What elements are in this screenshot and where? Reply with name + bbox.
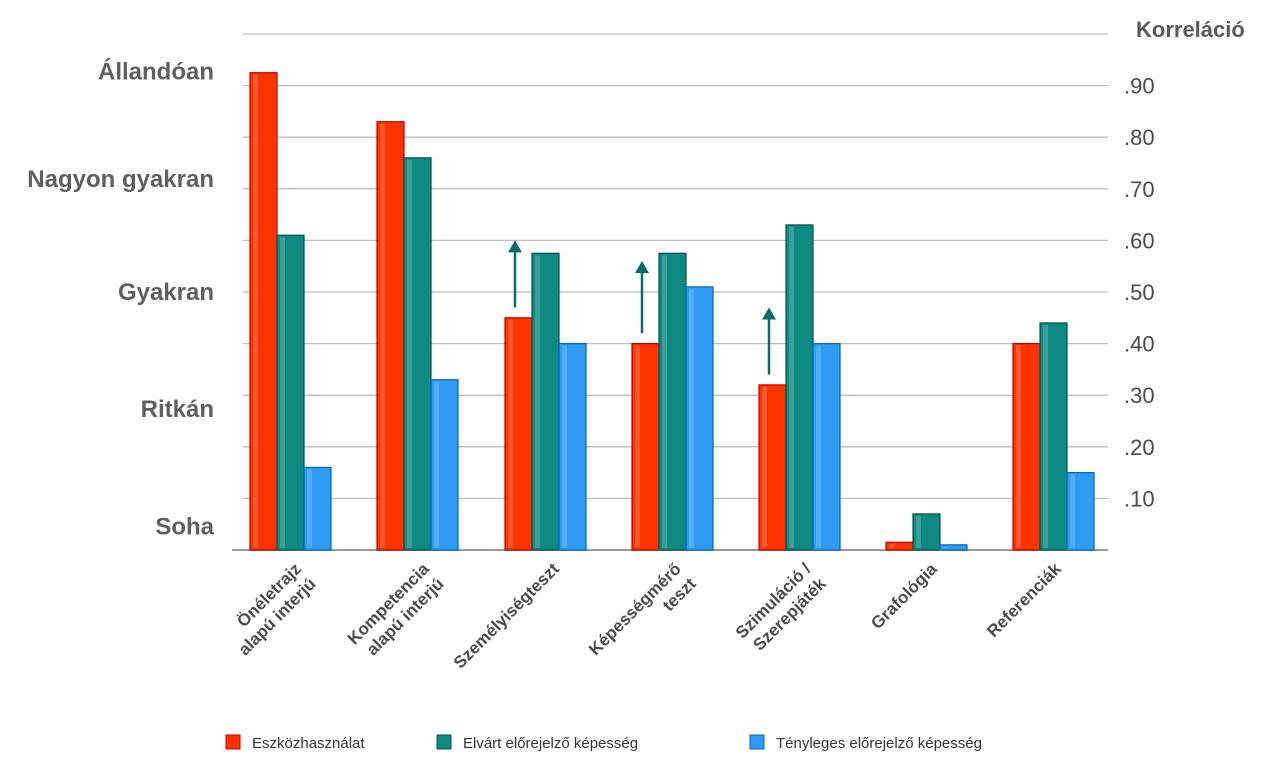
bar-highlight: [380, 123, 385, 548]
bar-highlight: [889, 544, 894, 548]
right-tick-label: .80: [1124, 125, 1155, 150]
bar: [631, 343, 660, 551]
left-axis-label: Soha: [155, 513, 214, 540]
bar: [912, 513, 941, 551]
legend-swatch: [225, 734, 241, 750]
legend-label: Tényleges előrejelző képesség: [776, 735, 982, 752]
bar-highlight: [662, 255, 667, 549]
bar: [403, 157, 432, 551]
bar: [939, 544, 968, 551]
bar: [558, 343, 587, 551]
category-label: Önéletrajzalapú interjú: [220, 559, 320, 659]
bar-highlight: [789, 226, 794, 549]
right-tick-label: .30: [1124, 383, 1155, 408]
category-label: Kompetenciaalapú interjú: [344, 559, 448, 663]
bar-highlight: [689, 288, 694, 548]
legend-label: Elvárt előrejelző képesség: [463, 735, 638, 752]
bar: [249, 72, 278, 551]
left-axis-labels: Állandóan Nagyon gyakran Gyakran Ritkán Soha: [27, 58, 214, 541]
left-axis-label: Állandóan: [98, 58, 214, 86]
category-labels: Önéletrajzalapú interjú Kompetenciaalapú …: [220, 559, 1065, 674]
bar-highlight: [1016, 345, 1021, 548]
bar: [685, 286, 714, 551]
bar: [276, 234, 305, 551]
right-tick-label: .10: [1124, 486, 1155, 511]
right-tick-label: .60: [1124, 228, 1155, 253]
category-label: Személyiségteszt: [450, 559, 563, 672]
left-axis-label: Ritkán: [141, 396, 214, 423]
right-axis-title: Korreláció: [1136, 17, 1245, 42]
bar-highlight: [253, 74, 258, 548]
bar-highlight: [562, 345, 567, 548]
legend-item: Tényleges előrejelző képesség: [749, 734, 982, 752]
bar: [658, 252, 687, 551]
increase-arrow: [508, 240, 522, 308]
legend-label: Eszközhasználat: [252, 735, 365, 752]
bar-highlight: [1043, 324, 1048, 548]
bar-highlight: [943, 546, 948, 548]
right-tick-label: .70: [1124, 177, 1155, 202]
legend-item: Eszközhasználat: [225, 734, 365, 752]
bar-highlight: [635, 345, 640, 548]
left-axis-label: Nagyon gyakran: [27, 166, 214, 193]
legend-swatch: [436, 734, 452, 750]
bars: [249, 72, 1095, 551]
right-tick-label: .40: [1124, 332, 1155, 357]
bar-highlight: [407, 159, 412, 548]
bar-highlight: [1070, 474, 1075, 548]
left-axis-label: Gyakran: [118, 279, 214, 306]
bar-highlight: [535, 255, 540, 549]
bar: [430, 379, 459, 551]
bar: [1066, 472, 1095, 551]
bar-highlight: [434, 381, 439, 548]
bar: [812, 343, 841, 551]
category-label: Szimuláció /Szerepjáték: [732, 559, 830, 657]
bar: [758, 384, 787, 551]
bar: [531, 252, 560, 551]
legend: Eszközhasználat Elvárt előrejelző képessé…: [225, 734, 982, 752]
bar-highlight: [307, 469, 312, 548]
bar-highlight: [916, 515, 921, 548]
category-label: Referenciák: [983, 559, 1065, 641]
bar: [376, 121, 405, 551]
legend-item: Elvárt előrejelző képesség: [436, 734, 638, 752]
legend-swatch: [749, 734, 765, 750]
right-axis-labels: .90 .80 .70 .60 .50 .40 .30 .20 .10: [1124, 74, 1155, 512]
bar-highlight: [762, 386, 767, 548]
bar-highlight: [816, 345, 821, 548]
right-tick-label: .90: [1124, 74, 1155, 99]
bar-highlight: [280, 237, 285, 549]
increase-arrow: [762, 307, 776, 375]
right-tick-label: .50: [1124, 280, 1155, 305]
bar: [303, 466, 332, 551]
bar: [1039, 322, 1068, 551]
right-tick-label: .20: [1124, 435, 1155, 460]
bar: [785, 224, 814, 551]
increase-arrow: [635, 261, 649, 334]
category-label: Grafológia: [867, 559, 941, 633]
bar-highlight: [508, 319, 513, 548]
category-label: Képességmérőteszt: [585, 559, 700, 674]
trend-arrows: [508, 240, 776, 375]
